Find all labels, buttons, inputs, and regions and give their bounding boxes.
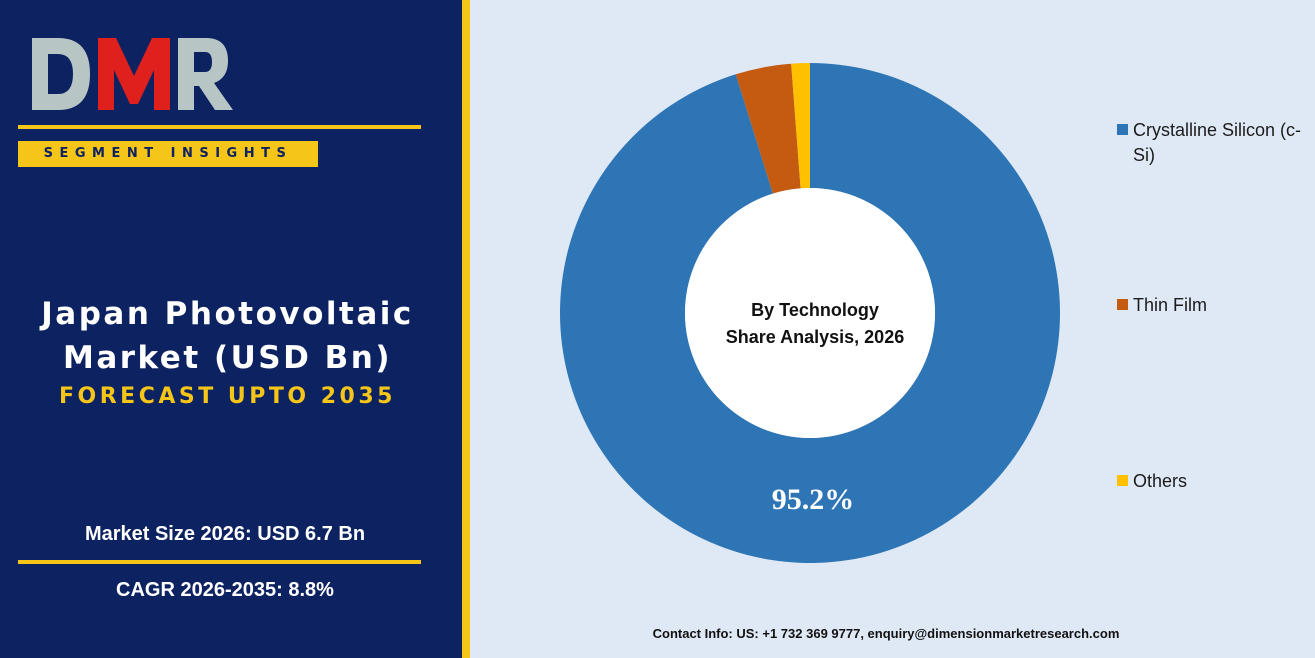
title-line-2: Market (USD Bn): [62, 340, 393, 376]
divider-bar: [462, 0, 470, 658]
dmr-logo: [28, 34, 238, 114]
badge-label: SEGMENT INSIGHTS: [43, 146, 293, 161]
market-size-stat: Market Size 2026: USD 6.7 Bn: [84, 523, 366, 545]
donut-center-label: By Technology Share Analysis, 2026: [665, 297, 965, 351]
legend-label-others: Others: [1133, 471, 1188, 491]
gold-rule-top: [18, 125, 421, 129]
logo-letter-d: [32, 38, 90, 110]
logo-letter-m: [98, 38, 170, 110]
center-label-line-2: Share Analysis, 2026: [725, 327, 905, 347]
legend-label-thin-film: Thin Film: [1133, 295, 1208, 315]
legend-swatch-others: [1117, 475, 1128, 486]
donut-slice-thin-film: [735, 63, 801, 194]
report-title: Japan Photovoltaic Market (USD Bn): [0, 292, 455, 380]
donut-hole: [685, 188, 935, 438]
legend-label-c-si: Crystalline Silicon (c-Si): [1133, 120, 1302, 165]
title-line-1: Japan Photovoltaic: [41, 296, 414, 332]
gold-rule-bottom: [18, 560, 421, 564]
logo-letter-r: [178, 38, 233, 110]
segment-insights-badge: SEGMENT INSIGHTS: [18, 141, 318, 167]
legend-swatch-thin-film: [1117, 299, 1128, 310]
data-label-c-si: 95.2%: [771, 483, 855, 516]
cagr-stat: CAGR 2026-2035: 8.8%: [116, 579, 334, 601]
donut-chart: [560, 63, 1060, 563]
donut-slice-others: [791, 63, 810, 189]
center-label-line-1: By Technology: [751, 300, 879, 320]
forecast-subtitle: FORECAST UPTO 2035: [59, 384, 396, 409]
contact-info: Contact Info: US: +1 732 369 9777, enqui…: [652, 626, 1120, 641]
donut-slice-c-si: [560, 63, 1060, 563]
legend-swatch-c-si: [1117, 124, 1128, 135]
